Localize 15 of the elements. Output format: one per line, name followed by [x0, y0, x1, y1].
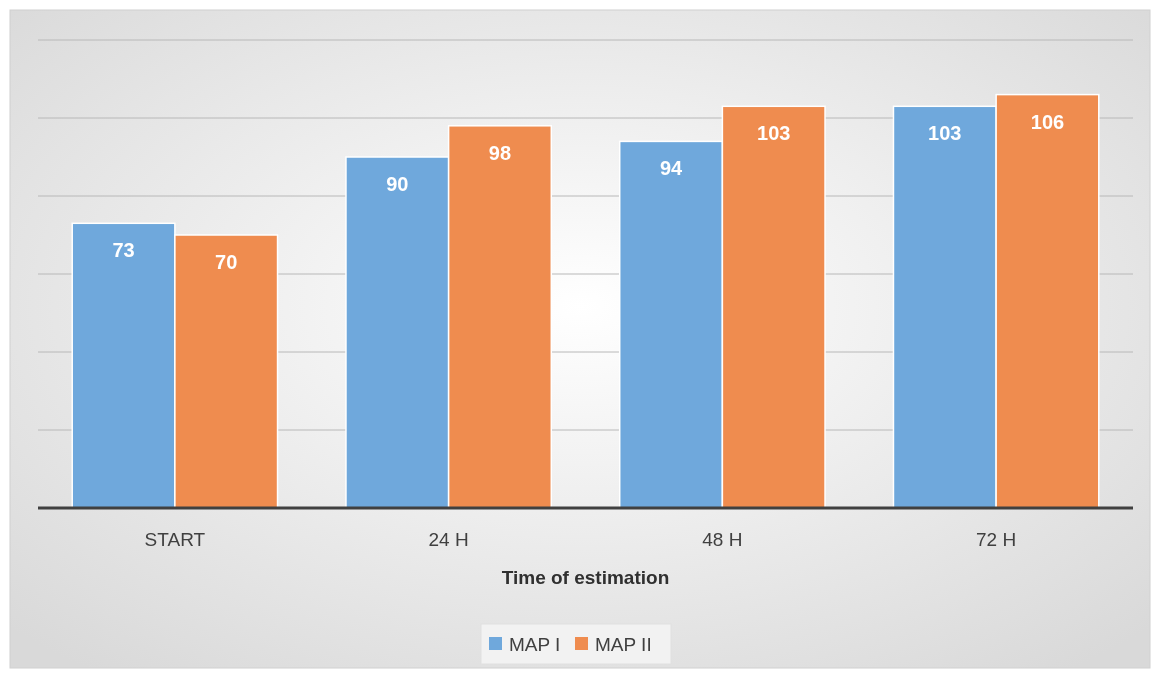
data-label: 94 — [659, 157, 684, 180]
x-tick-label: 48 H — [702, 529, 743, 550]
x-axis-title: Time of estimation — [501, 567, 670, 588]
data-label: 73 — [112, 239, 135, 262]
data-label: 98 — [488, 141, 512, 164]
data-label: 70 — [215, 251, 238, 273]
data-label: 106 — [1030, 110, 1065, 133]
x-tick-label: 72 H — [976, 529, 1017, 550]
data-label: 90 — [386, 173, 409, 195]
x-tick-label: 24 H — [428, 529, 469, 550]
data-label: 103 — [757, 122, 791, 145]
x-tick-label: START — [144, 529, 206, 550]
data-label: 103 — [928, 122, 962, 145]
text: MAP II — [595, 634, 652, 655]
legend-label: MAP I — [509, 634, 561, 655]
